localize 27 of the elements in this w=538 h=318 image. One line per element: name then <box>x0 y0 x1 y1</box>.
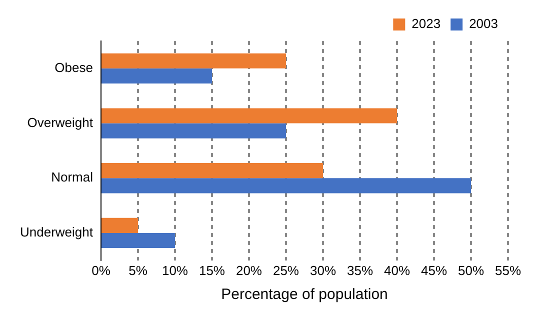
x-tick-label: 10% <box>162 262 188 278</box>
bar <box>101 108 397 124</box>
x-axis-title: Percentage of population <box>221 286 388 304</box>
x-tick-label: 35% <box>346 262 374 278</box>
bar <box>101 178 471 194</box>
y-tick-label: Overweight <box>27 114 94 130</box>
x-tick-label: 30% <box>310 262 336 278</box>
x-tick-label: 5% <box>128 262 148 278</box>
legend-label: 2003 <box>469 16 498 32</box>
bar <box>101 232 175 248</box>
bar <box>101 218 138 233</box>
legend-label: 2023 <box>412 16 441 32</box>
x-tick-label: 0% <box>92 262 111 278</box>
x-tick-label: 50% <box>458 262 484 278</box>
bar <box>101 123 286 138</box>
bar <box>101 163 323 178</box>
x-tick-label: 15% <box>198 262 226 278</box>
y-tick-label: Obese <box>54 60 93 76</box>
y-tick-label: Underweight <box>20 224 94 240</box>
bar <box>101 53 286 68</box>
x-tick-label: 20% <box>236 262 262 278</box>
x-tick-label: 55% <box>494 262 522 278</box>
y-tick-label: Normal <box>51 170 94 185</box>
x-tick-label: 45% <box>420 262 448 278</box>
bar <box>101 68 212 84</box>
x-tick-label: 40% <box>384 262 410 278</box>
x-tick-label: 25% <box>272 262 300 278</box>
